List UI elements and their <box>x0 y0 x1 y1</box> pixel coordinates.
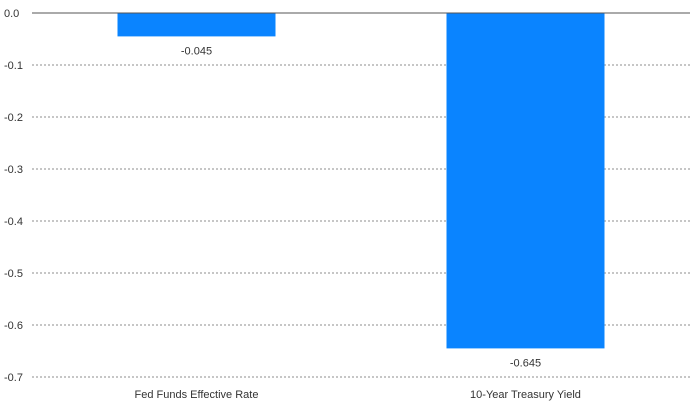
y-tick-label: -0.2 <box>4 112 23 124</box>
category-label: Fed Funds Effective Rate <box>135 389 259 401</box>
data-label: -0.645 <box>510 357 541 369</box>
y-tick-label: -0.5 <box>4 268 23 280</box>
bar <box>117 13 276 37</box>
y-axis-tick-labels: 0.0 -0.1 -0.2 -0.3 -0.4 -0.5 -0.6 -0.7 <box>4 8 23 384</box>
data-label: -0.045 <box>181 45 212 57</box>
category-label: 10-Year Treasury Yield <box>470 389 581 401</box>
data-labels: -0.045 -0.645 <box>181 45 541 369</box>
bar <box>446 13 605 349</box>
bars <box>117 13 605 349</box>
category-labels: Fed Funds Effective Rate 10-Year Treasury… <box>135 389 581 401</box>
y-tick-label: 0.0 <box>4 8 19 20</box>
y-tick-label: -0.3 <box>4 164 23 176</box>
y-tick-label: -0.1 <box>4 60 23 72</box>
y-tick-label: -0.4 <box>4 216 23 228</box>
grid-lines <box>32 64 690 378</box>
y-tick-label: -0.7 <box>4 372 23 384</box>
y-tick-label: -0.6 <box>4 320 23 332</box>
